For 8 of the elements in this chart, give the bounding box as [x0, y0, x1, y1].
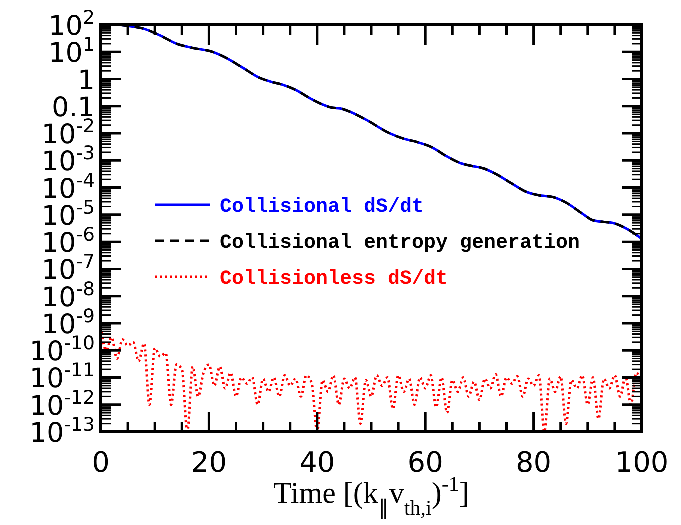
x-tick-label: 0 [92, 446, 110, 479]
x-tick-label: 100 [615, 446, 669, 479]
legend-label: Collisionless dS/dt [220, 268, 448, 291]
y-tick-label: 1 [78, 65, 95, 96]
x-tick-label: 20 [191, 446, 228, 479]
legend-label: Collisional dS/dt [220, 196, 424, 219]
legend-label: Collisional entropy generation [220, 232, 580, 255]
x-tick-label: 80 [516, 446, 552, 479]
